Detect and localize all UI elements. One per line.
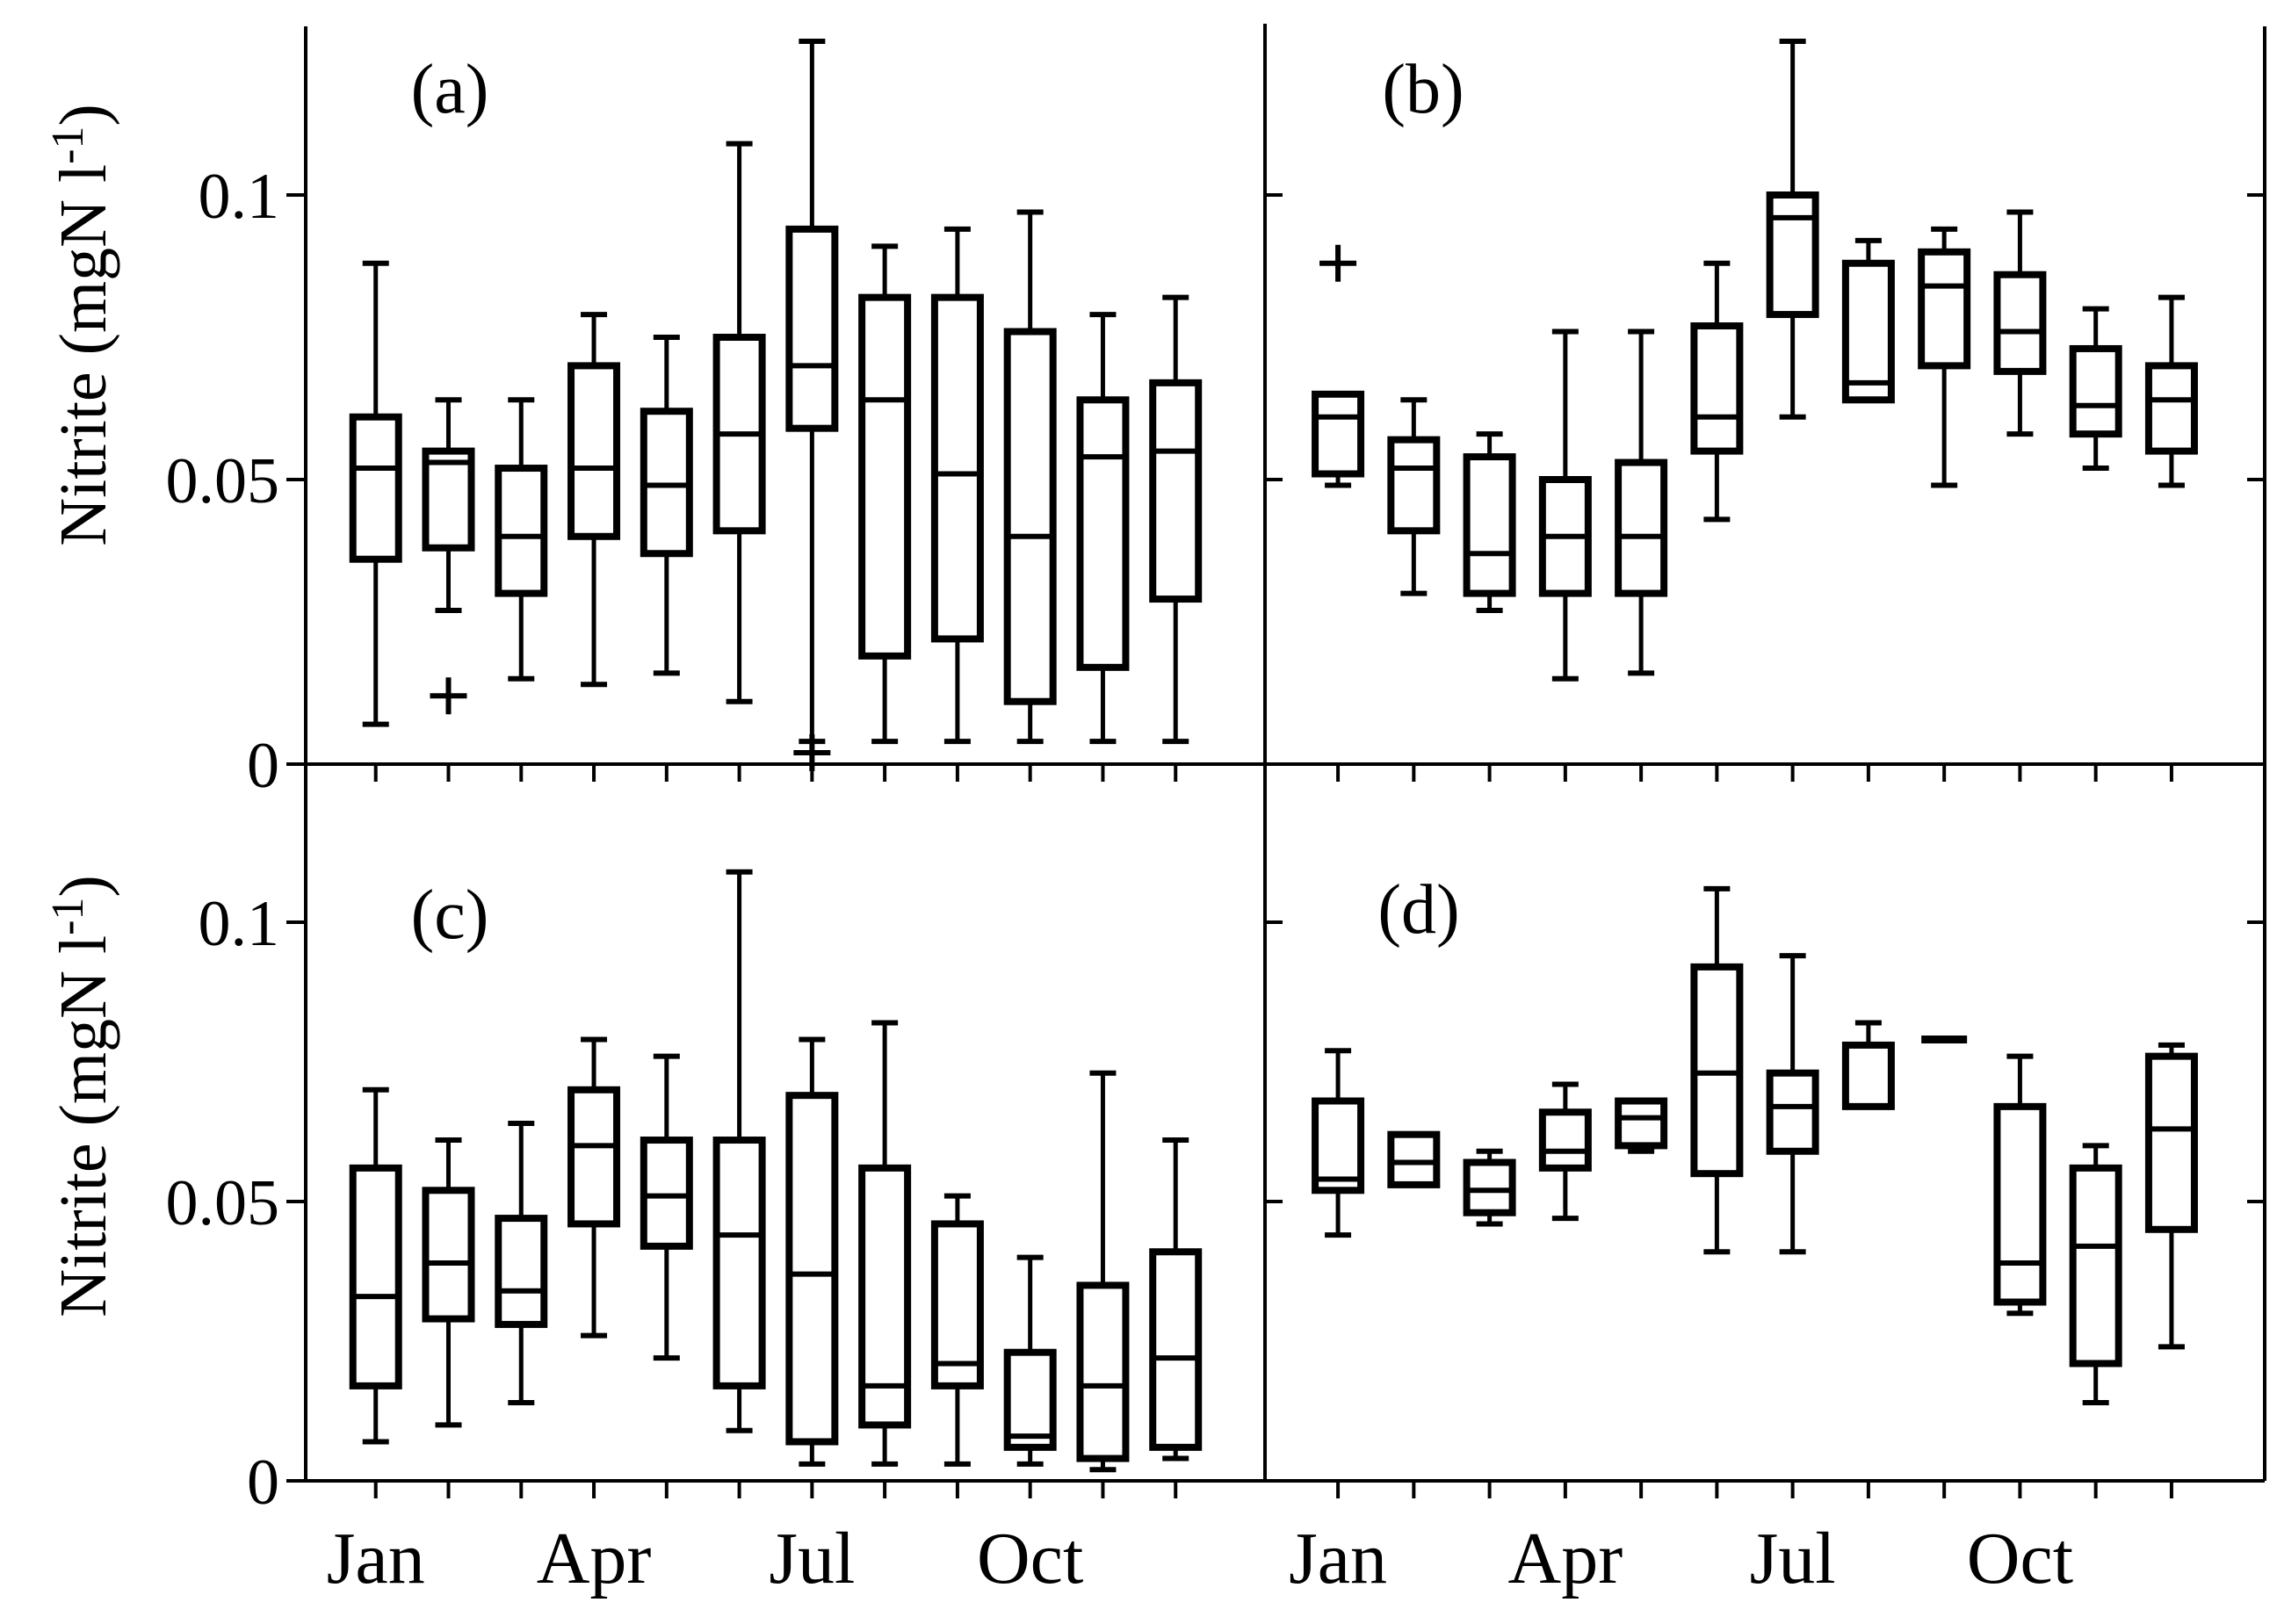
y-tick-label: 0.1 — [199, 161, 280, 233]
box-sep — [930, 1220, 984, 1389]
x-tick-label: Apr — [537, 1518, 652, 1599]
box-mar — [1463, 1158, 1516, 1216]
box-jan — [1312, 390, 1365, 478]
box-mar — [495, 1215, 548, 1328]
box-oct — [1003, 328, 1057, 705]
box-oct — [1993, 1102, 2047, 1306]
box-nov — [2069, 1164, 2122, 1368]
box-feb — [1387, 1130, 1441, 1188]
box-nov — [2069, 344, 2122, 438]
box-may — [1615, 458, 1668, 597]
x-tick-label: Apr — [1508, 1518, 1623, 1599]
box-feb — [422, 447, 475, 552]
box-apr — [567, 362, 621, 540]
x-tick-label: Jul — [1750, 1518, 1836, 1599]
box-may — [640, 408, 693, 558]
box-jul — [785, 225, 839, 432]
y-axis-label: Nitrite (mgN l-1) — [43, 875, 120, 1317]
box-nov — [1076, 396, 1130, 671]
box-mar — [1463, 453, 1516, 597]
box-jun — [712, 1137, 766, 1389]
box-dec — [2144, 1052, 2198, 1233]
box-jan — [349, 413, 402, 563]
y-tick-label: 0.05 — [166, 1167, 280, 1239]
panel-label: (a) — [411, 51, 489, 128]
box-apr — [567, 1086, 621, 1228]
box-mar — [495, 465, 548, 597]
x-tick-label: Oct — [1967, 1518, 2073, 1599]
box-jul — [1766, 1069, 1819, 1155]
box-aug — [1841, 259, 1895, 404]
box-may — [640, 1137, 693, 1250]
x-tick-label: Jul — [769, 1518, 855, 1599]
box-aug — [1841, 1041, 1895, 1110]
box-jun — [1690, 963, 1744, 1178]
y-tick-label: 0 — [247, 730, 279, 802]
box-jul — [1766, 191, 1819, 319]
y-axis-label: Nitrite (mgN l-1) — [43, 104, 120, 545]
box-nov — [1076, 1281, 1130, 1462]
box-oct — [1003, 1348, 1057, 1451]
panel-label: (d) — [1377, 871, 1459, 949]
x-tick-label: Jan — [1289, 1518, 1387, 1599]
box-aug — [858, 293, 912, 660]
box-dec — [1149, 1248, 1203, 1451]
box-oct — [1993, 271, 2047, 375]
panel-label: (c) — [411, 877, 489, 954]
box-jul — [785, 1092, 839, 1446]
box-jan — [349, 1164, 402, 1389]
y-tick-label: 0 — [247, 1447, 279, 1519]
y-tick-label: 0.05 — [166, 445, 280, 517]
box-sep — [930, 293, 984, 643]
box-dec — [2144, 362, 2198, 455]
box-dec — [1149, 379, 1203, 603]
box-apr — [1538, 1108, 1592, 1172]
x-tick-label: Oct — [977, 1518, 1083, 1599]
box-feb — [422, 1187, 475, 1323]
box-feb — [1387, 436, 1441, 535]
box-sep — [1918, 248, 1971, 370]
box-may — [1615, 1097, 1668, 1150]
box-aug — [858, 1164, 912, 1429]
box-jan — [1312, 1097, 1365, 1195]
x-tick-label: Jan — [327, 1518, 425, 1599]
y-tick-label: 0.1 — [199, 888, 280, 960]
box-jun — [1690, 322, 1744, 455]
panel-label: (b) — [1382, 51, 1464, 128]
